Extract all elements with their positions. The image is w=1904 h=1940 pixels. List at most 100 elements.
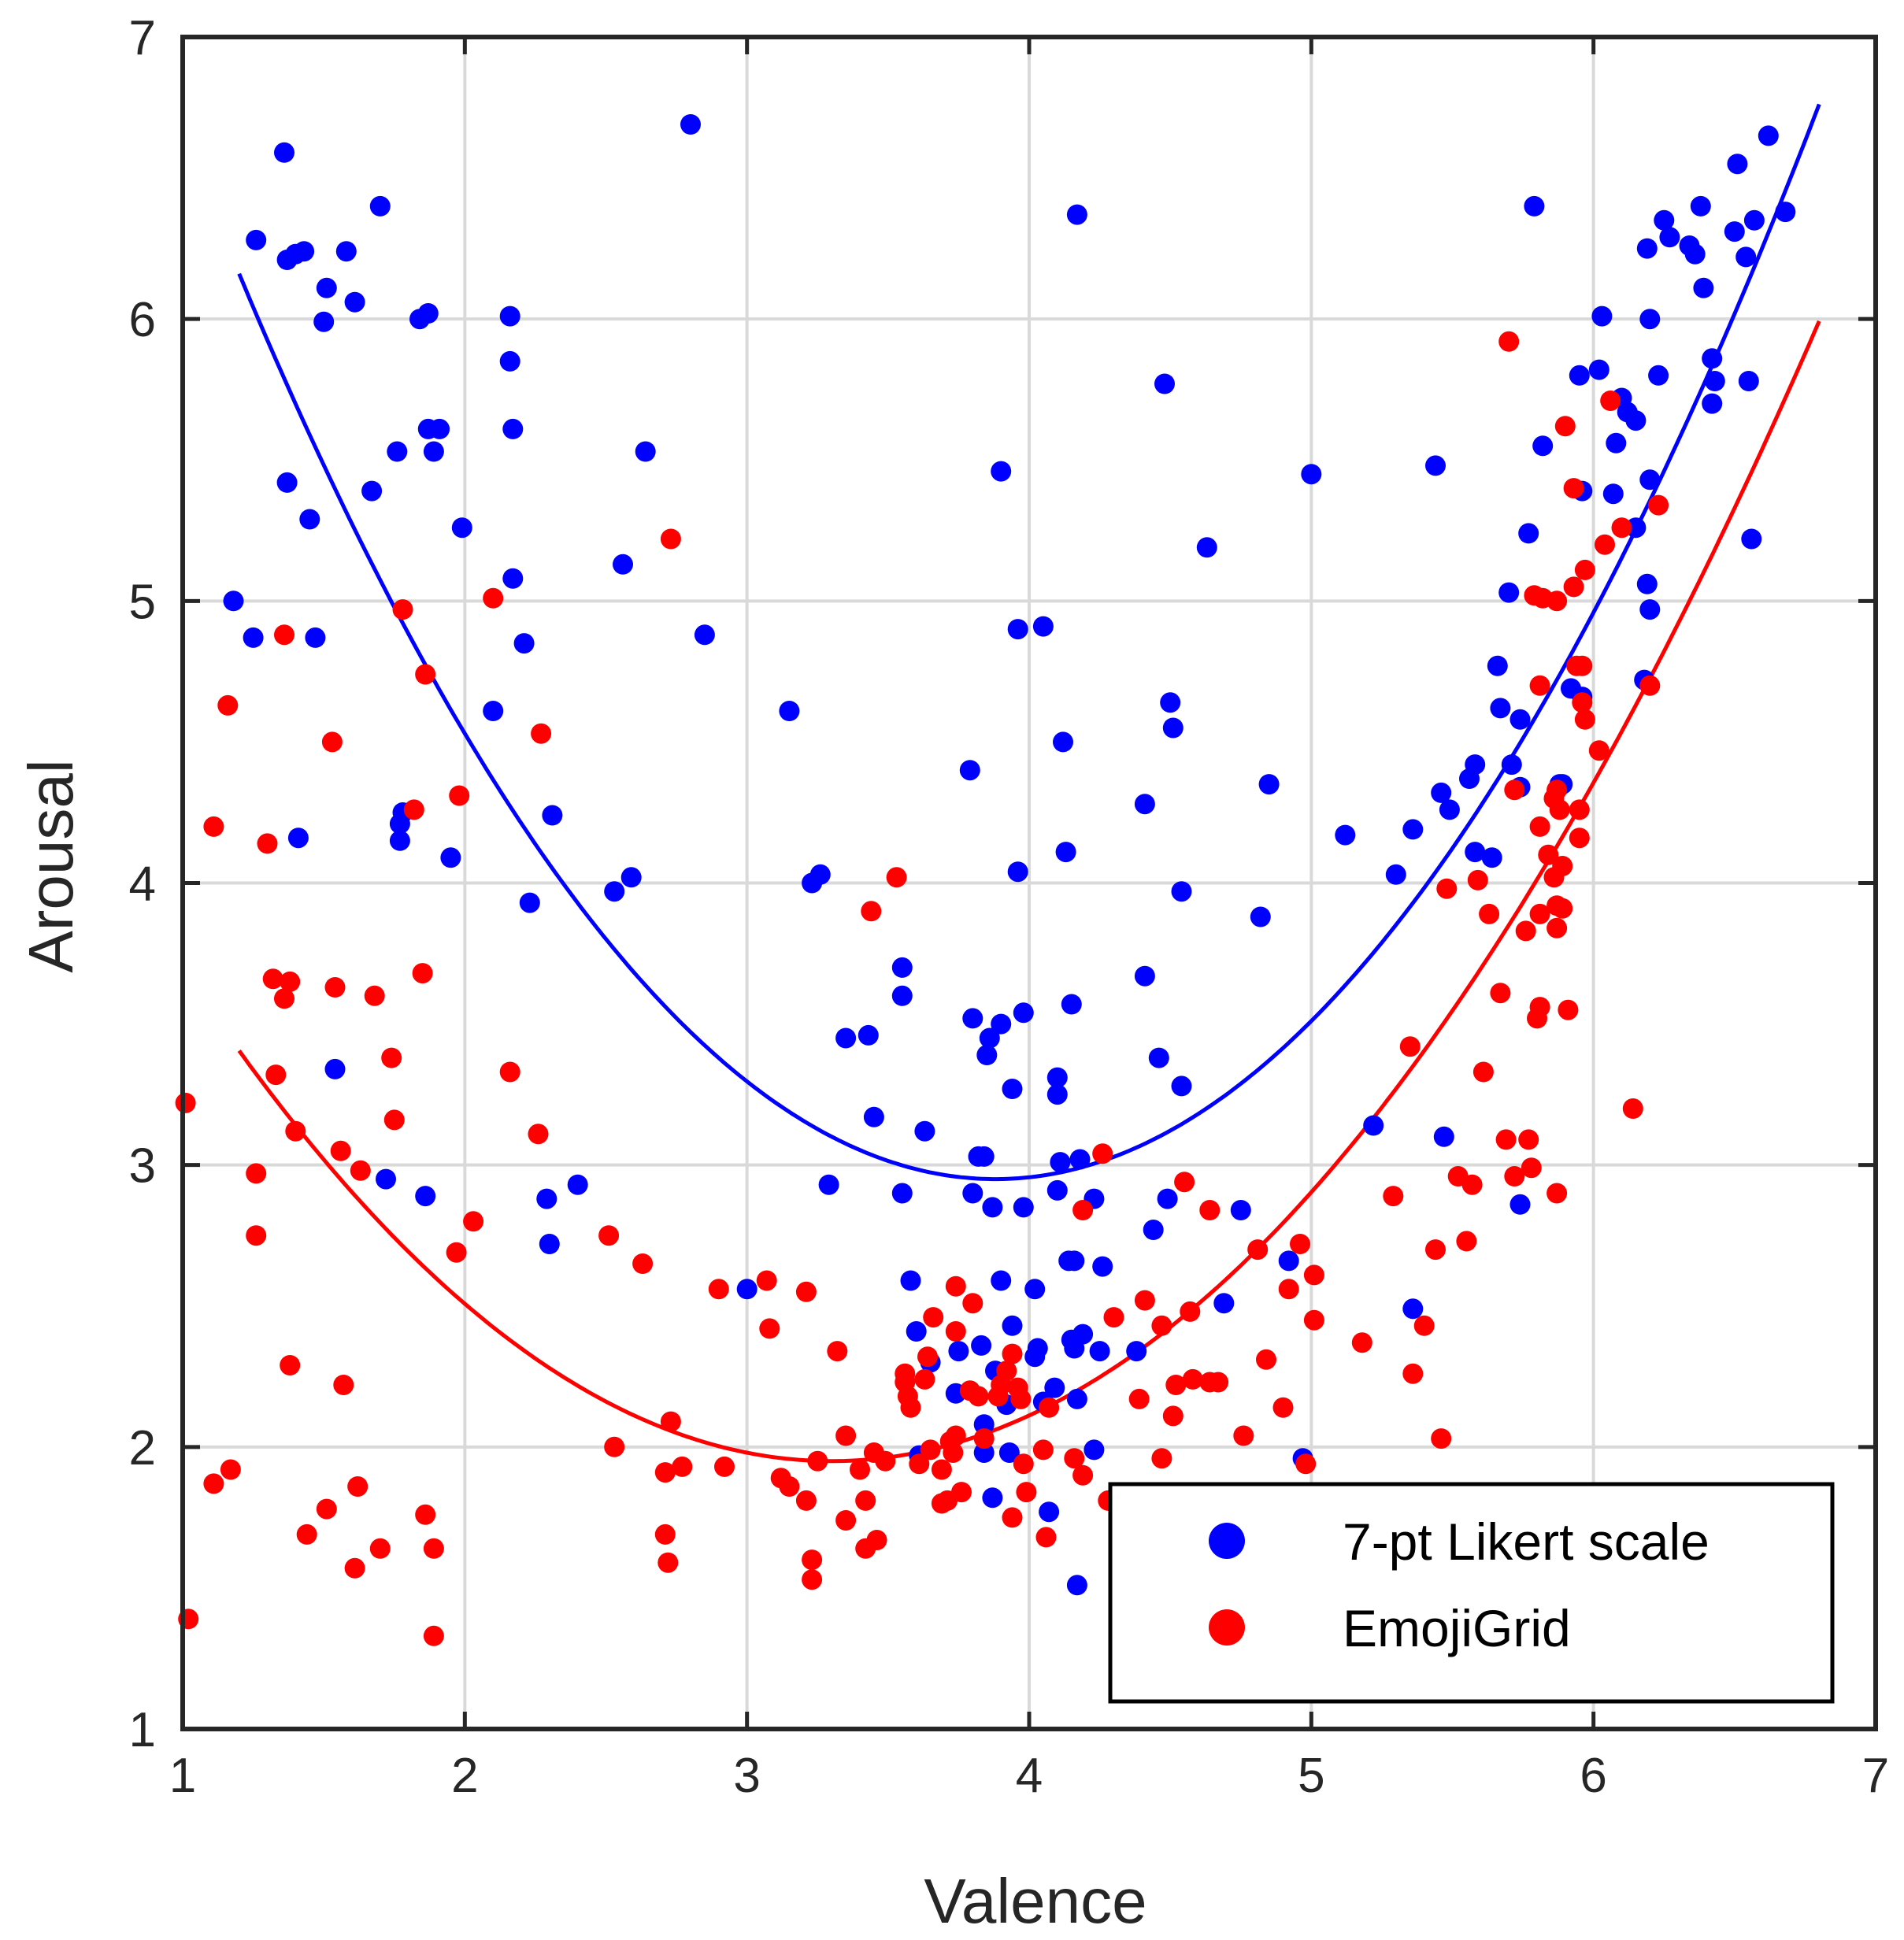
- likert-point: [1154, 373, 1175, 394]
- likert-point: [1569, 365, 1590, 386]
- emojigrid-point: [866, 1530, 887, 1550]
- emojigrid-point: [423, 1538, 444, 1559]
- emojigrid-point: [850, 1459, 870, 1480]
- x-tick-label: 4: [1016, 1749, 1043, 1803]
- emojigrid-point: [835, 1510, 857, 1531]
- emojigrid-point: [1182, 1368, 1203, 1390]
- likert-point: [1084, 1439, 1105, 1461]
- likert-point: [1738, 371, 1759, 391]
- likert-point: [858, 1024, 879, 1046]
- emojigrid-point: [1547, 779, 1568, 801]
- likert-point: [891, 957, 913, 978]
- likert-point: [1050, 1152, 1071, 1173]
- emojigrid-point: [403, 799, 424, 820]
- emojigrid-point: [900, 1397, 921, 1418]
- likert-point: [1385, 864, 1406, 885]
- emojigrid-point: [714, 1456, 735, 1477]
- likert-point: [1433, 1126, 1454, 1147]
- likert-point: [423, 441, 444, 462]
- likert-point: [991, 1270, 1012, 1291]
- emojigrid-point: [280, 1355, 301, 1375]
- emojigrid-point: [1569, 827, 1590, 849]
- emojigrid-point: [369, 1538, 391, 1559]
- likert-point: [567, 1174, 588, 1195]
- likert-point: [809, 864, 831, 885]
- likert-point: [1775, 202, 1796, 223]
- emojigrid-point: [1456, 1231, 1477, 1252]
- likert-point: [1007, 861, 1028, 883]
- likert-point: [1654, 209, 1675, 231]
- emojigrid-point: [1595, 534, 1615, 555]
- emojigrid-point: [1233, 1425, 1254, 1446]
- emojigrid-point: [654, 1462, 676, 1483]
- likert-point: [1704, 371, 1725, 391]
- likert-point: [971, 1335, 992, 1356]
- emojigrid-point: [1563, 576, 1584, 598]
- emojigrid-point: [1569, 799, 1590, 820]
- x-tick-label: 7: [1862, 1749, 1889, 1803]
- legend-label-likert: 7-pt Likert scale: [1343, 1512, 1710, 1571]
- emojigrid-point: [1128, 1388, 1150, 1409]
- emojigrid-point: [1495, 1129, 1517, 1150]
- emojigrid-point: [861, 901, 882, 922]
- emojigrid-point: [962, 1293, 983, 1314]
- likert-point: [1724, 221, 1745, 242]
- likert-point: [914, 1120, 935, 1142]
- emojigrid-point: [1103, 1307, 1124, 1328]
- emojigrid-point: [1013, 1453, 1034, 1475]
- likert-point: [1024, 1279, 1046, 1300]
- likert-fit-curve: [237, 103, 1821, 1182]
- emojigrid-point: [1165, 1375, 1187, 1395]
- likert-point: [542, 805, 563, 826]
- likert-point: [1002, 1315, 1023, 1336]
- likert-point: [1465, 842, 1486, 863]
- likert-point: [635, 441, 656, 462]
- likert-point: [962, 1008, 983, 1029]
- emojigrid-point: [1574, 709, 1595, 730]
- emojigrid-point: [1180, 1301, 1201, 1322]
- x-tick-label: 6: [1580, 1749, 1606, 1803]
- likert-point: [1013, 1197, 1034, 1218]
- emojigrid-point: [220, 1459, 241, 1480]
- emojigrid-point: [827, 1341, 848, 1362]
- emojigrid-point: [423, 1625, 444, 1646]
- emojigrid-point: [968, 1386, 989, 1407]
- likert-point: [499, 305, 520, 327]
- likert-point: [536, 1188, 557, 1209]
- emojigrid-point: [1472, 1061, 1494, 1083]
- emojigrid-point: [708, 1279, 729, 1300]
- emojigrid-point: [1436, 878, 1458, 899]
- emojigrid-point: [917, 1346, 938, 1368]
- likert-point: [1498, 582, 1520, 603]
- likert-point: [274, 142, 294, 163]
- likert-point: [962, 1183, 983, 1204]
- likert-point: [1509, 1194, 1531, 1215]
- likert-point: [973, 1442, 995, 1463]
- x-tick-label: 3: [733, 1749, 760, 1803]
- likert-point: [1487, 655, 1508, 676]
- likert-point: [1518, 523, 1539, 544]
- emojigrid-point: [1208, 1372, 1229, 1393]
- likert-point: [948, 1341, 969, 1362]
- likert-point: [324, 1058, 346, 1079]
- x-tick-label: 5: [1298, 1749, 1324, 1803]
- likert-point: [1431, 782, 1452, 803]
- emojigrid-point: [1151, 1448, 1172, 1469]
- emojigrid-point: [923, 1307, 944, 1328]
- emojigrid-point: [1547, 591, 1568, 612]
- emojigrid-point: [1072, 1464, 1094, 1486]
- emojigrid-point: [415, 1504, 436, 1525]
- emojigrid-point: [802, 1569, 823, 1590]
- likert-point: [1301, 464, 1322, 485]
- emojigrid-point: [632, 1253, 654, 1274]
- likert-point: [1126, 1341, 1147, 1362]
- y-tick-label: 4: [129, 857, 156, 912]
- emojigrid-point: [1572, 655, 1593, 676]
- emojigrid-point: [1563, 478, 1584, 499]
- y-tick-label: 3: [129, 1139, 156, 1194]
- likert-point: [1439, 799, 1460, 820]
- axis-ticks: [180, 35, 1878, 1731]
- likert-point: [1648, 365, 1669, 386]
- emojigrid-point: [217, 694, 239, 716]
- emojigrid-point: [392, 599, 413, 620]
